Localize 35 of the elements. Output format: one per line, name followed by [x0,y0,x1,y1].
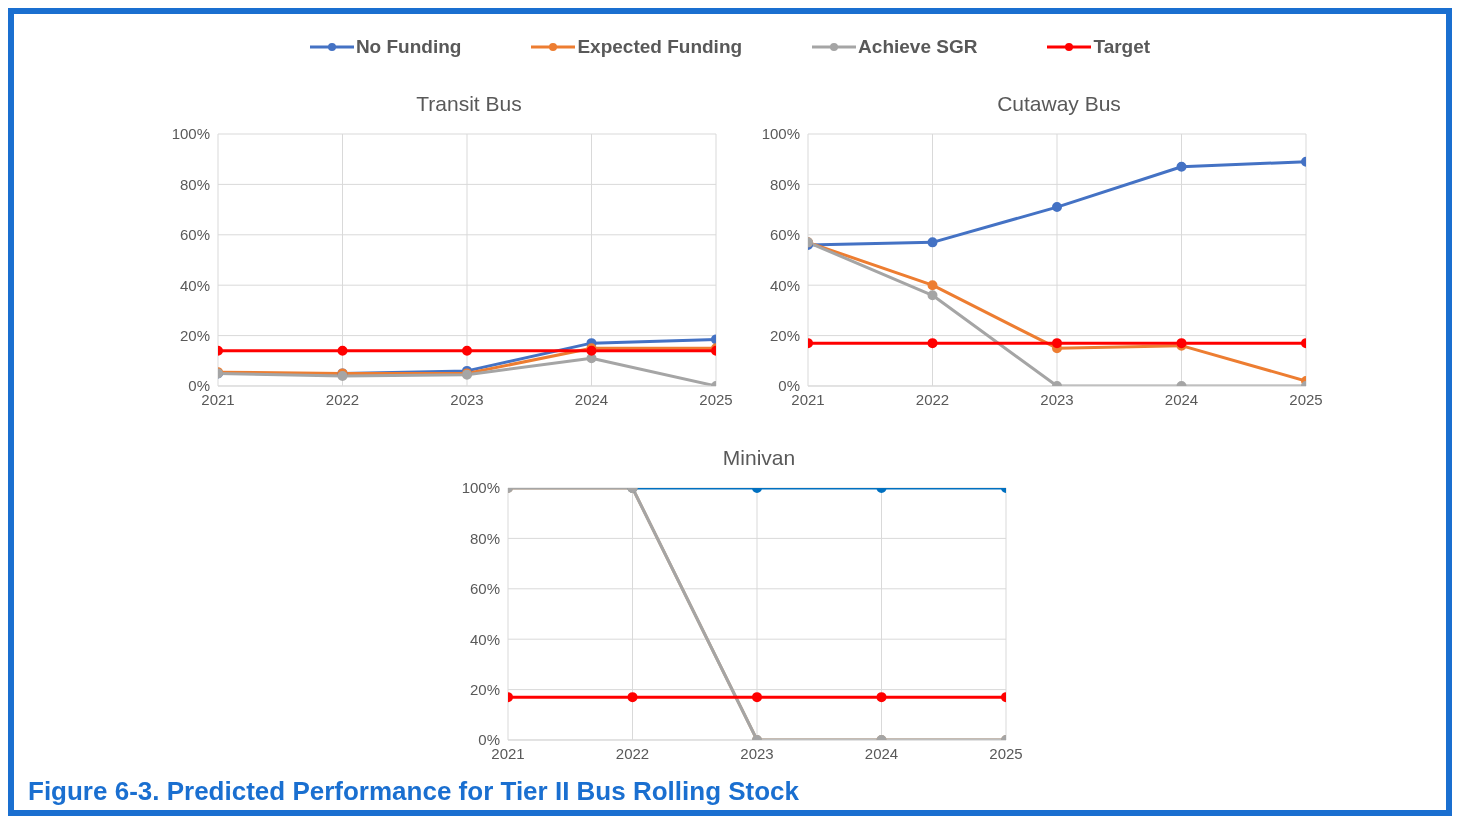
y-tick-label: 20% [179,326,210,344]
x-tick-label: 2024 [864,744,899,762]
chart-title: Minivan [721,446,797,471]
x-tick-label: 2025 [989,744,1023,762]
y-tick-label: 40% [469,630,500,648]
x-tick-label: 2025 [1289,390,1323,408]
legend-label: Achieve SGR [858,36,978,58]
caption: Figure 6-3. Predicted Performance for Tier II Bus Rolling Stock [28,776,800,807]
x-tick-label: 2023 [1040,390,1074,408]
x-tick-label: 2023 [740,744,774,762]
y-tick-label: 100% [761,125,800,143]
legend-label: No Funding [355,36,462,58]
x-tick-label: 2025 [699,390,733,408]
chart-title: Cutaway Bus [996,92,1122,117]
y-tick-label: 20% [469,680,500,698]
y-tick-label: 20% [769,326,800,344]
chart-title: Transit Bus [415,92,523,117]
y-tick-label: 80% [769,175,800,193]
y-tick-label: 60% [179,226,210,244]
x-tick-label: 2022 [325,390,360,408]
x-tick-label: 2023 [450,390,484,408]
x-tick-label: 2022 [615,744,650,762]
y-tick-label: 40% [769,276,800,294]
y-tick-label: 60% [469,580,500,598]
x-tick-label: 2022 [915,390,950,408]
x-tick-label: 2024 [574,390,609,408]
y-tick-label: 80% [469,529,500,547]
y-tick-label: 80% [179,175,210,193]
legend-label: Target [1093,36,1151,58]
legend-label: Expected Funding [577,36,743,58]
x-tick-label: 2024 [1164,390,1199,408]
y-tick-label: 60% [769,226,800,244]
y-tick-label: 40% [179,276,210,294]
y-tick-label: 100% [171,125,210,143]
y-tick-label: 100% [461,479,500,497]
